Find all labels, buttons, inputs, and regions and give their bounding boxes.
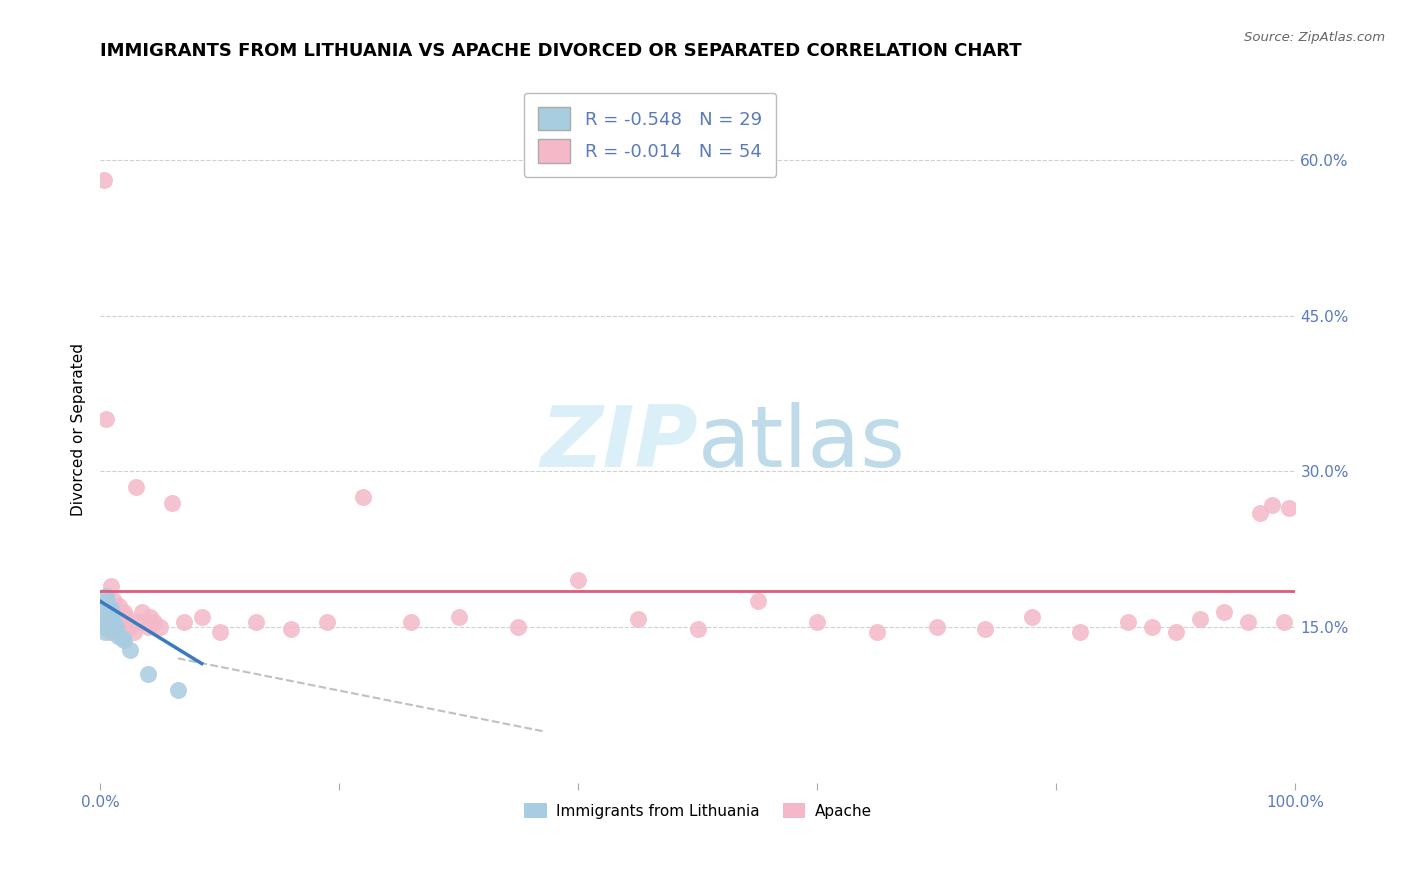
Point	[111, 615, 134, 629]
Point	[190, 609, 212, 624]
Point	[112, 632, 135, 647]
Point	[973, 622, 995, 636]
Point	[686, 622, 709, 636]
Point	[1069, 625, 1091, 640]
Point	[1116, 615, 1139, 629]
Point	[111, 631, 134, 645]
Point	[96, 594, 118, 608]
Point	[101, 605, 124, 619]
Point	[94, 599, 117, 614]
Point	[104, 620, 127, 634]
Point	[94, 589, 117, 603]
Point	[352, 491, 374, 505]
Point	[139, 609, 162, 624]
Point	[100, 579, 122, 593]
Point	[93, 620, 115, 634]
Point	[1212, 605, 1234, 619]
Text: IMMIGRANTS FROM LITHUANIA VS APACHE DIVORCED OR SEPARATED CORRELATION CHART: IMMIGRANTS FROM LITHUANIA VS APACHE DIVO…	[100, 42, 1022, 60]
Point	[399, 615, 422, 629]
Point	[103, 594, 125, 608]
Point	[96, 620, 118, 634]
Point	[806, 615, 828, 629]
Text: Source: ZipAtlas.com: Source: ZipAtlas.com	[1244, 31, 1385, 45]
Point	[103, 622, 125, 636]
Point	[142, 615, 165, 629]
Point	[118, 620, 141, 634]
Point	[131, 605, 153, 619]
Point	[100, 615, 122, 629]
Point	[107, 628, 129, 642]
Point	[103, 615, 125, 629]
Point	[125, 480, 148, 494]
Point	[112, 605, 135, 619]
Point	[136, 667, 159, 681]
Point	[1236, 615, 1258, 629]
Point	[245, 615, 267, 629]
Point	[97, 609, 120, 624]
Point	[98, 607, 121, 622]
Point	[94, 412, 117, 426]
Point	[122, 625, 145, 640]
Point	[1188, 612, 1211, 626]
Point	[508, 620, 530, 634]
Point	[105, 609, 128, 624]
Point	[118, 643, 141, 657]
Point	[316, 615, 339, 629]
Point	[97, 599, 120, 614]
Point	[1272, 615, 1295, 629]
Point	[98, 622, 121, 636]
Point	[567, 574, 589, 588]
Point	[101, 620, 124, 634]
Point	[97, 615, 120, 629]
Point	[1278, 500, 1301, 515]
Point	[96, 620, 118, 634]
Point	[447, 609, 470, 624]
Y-axis label: Divorced or Separated: Divorced or Separated	[72, 343, 86, 516]
Point	[1260, 498, 1282, 512]
Point	[280, 622, 302, 636]
Point	[160, 495, 183, 509]
Point	[1249, 506, 1271, 520]
Point	[101, 609, 124, 624]
Point	[1021, 609, 1043, 624]
Point	[149, 620, 172, 634]
Point	[1164, 625, 1187, 640]
Point	[94, 615, 117, 629]
Point	[115, 609, 138, 624]
Point	[94, 625, 117, 640]
Point	[93, 173, 115, 187]
Point	[104, 615, 127, 629]
Point	[747, 594, 769, 608]
Point	[866, 625, 889, 640]
Point	[108, 599, 131, 614]
Point	[98, 625, 121, 640]
Point	[925, 620, 948, 634]
Text: atlas: atlas	[697, 402, 905, 485]
Point	[208, 625, 231, 640]
Point	[93, 599, 115, 614]
Point	[127, 615, 149, 629]
Point	[91, 609, 114, 624]
Legend: Immigrants from Lithuania, Apache: Immigrants from Lithuania, Apache	[517, 797, 877, 825]
Point	[166, 682, 188, 697]
Point	[627, 612, 650, 626]
Point	[100, 601, 122, 615]
Point	[94, 605, 117, 619]
Point	[136, 620, 159, 634]
Point	[107, 620, 129, 634]
Text: ZIP: ZIP	[540, 402, 697, 485]
Point	[96, 605, 118, 619]
Point	[1140, 620, 1163, 634]
Point	[173, 615, 195, 629]
